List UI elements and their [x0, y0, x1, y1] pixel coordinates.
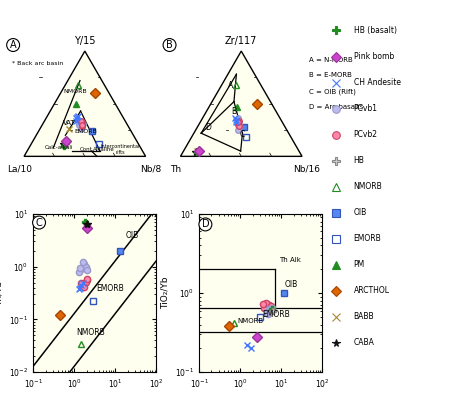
Text: PCvb1: PCvb1: [354, 104, 377, 113]
Text: La/10: La/10: [7, 165, 32, 174]
Text: HB: HB: [354, 156, 365, 165]
Text: Th: Th: [170, 165, 181, 174]
Text: Intercontinental
rifts: Intercontinental rifts: [100, 145, 140, 155]
Text: C = OIB (Rift): C = OIB (Rift): [310, 88, 356, 95]
Text: BABB: BABB: [354, 312, 374, 321]
Text: Y/15: Y/15: [74, 36, 96, 46]
Text: VAT: VAT: [63, 120, 75, 126]
Text: A: A: [228, 81, 234, 90]
Text: EMORB: EMORB: [263, 310, 290, 319]
X-axis label: Nb/Yb: Nb/Yb: [82, 395, 108, 396]
Text: D: D: [205, 123, 211, 132]
Text: Cont.: Cont.: [80, 147, 94, 152]
Text: B = E-MORB: B = E-MORB: [310, 72, 352, 78]
Text: B: B: [166, 40, 173, 50]
Text: EMORB: EMORB: [75, 129, 98, 134]
Text: A = N-MORB: A = N-MORB: [310, 57, 353, 63]
Text: A: A: [10, 40, 17, 50]
Polygon shape: [181, 51, 302, 156]
Text: Alkaline: Alkaline: [93, 147, 115, 152]
Text: CH Andesite: CH Andesite: [354, 78, 401, 87]
Text: ARCTHOL: ARCTHOL: [354, 286, 390, 295]
Text: NMORB: NMORB: [64, 89, 87, 94]
Text: NMORB: NMORB: [354, 182, 382, 191]
Text: OIB: OIB: [284, 280, 298, 289]
Y-axis label: TiO₂/Yb: TiO₂/Yb: [161, 277, 170, 309]
Text: Nb/8: Nb/8: [140, 165, 161, 174]
Text: B: B: [231, 107, 237, 116]
Y-axis label: Th/Yb: Th/Yb: [0, 280, 4, 306]
Text: NMORB: NMORB: [76, 328, 105, 337]
Text: OIB: OIB: [354, 208, 367, 217]
Text: D = Arc-basalts: D = Arc-basalts: [310, 104, 364, 110]
Text: HB (basalt): HB (basalt): [354, 26, 397, 35]
Text: C: C: [36, 217, 43, 228]
Polygon shape: [24, 51, 146, 156]
Text: PM: PM: [354, 260, 365, 269]
Text: Th Alk: Th Alk: [279, 257, 301, 263]
Text: Nb/16: Nb/16: [293, 165, 320, 174]
Text: PCvb2: PCvb2: [354, 130, 377, 139]
Text: C: C: [240, 130, 245, 139]
Text: Pink bomb: Pink bomb: [354, 52, 394, 61]
Text: EMORB: EMORB: [354, 234, 381, 243]
Text: * Back arc basin: * Back arc basin: [12, 61, 63, 66]
X-axis label: Nb/Yb: Nb/Yb: [247, 395, 274, 396]
Text: NMORB: NMORB: [237, 318, 264, 324]
Text: CABA: CABA: [354, 338, 374, 347]
Text: EMORB: EMORB: [97, 284, 124, 293]
Text: Calc-alkali: Calc-alkali: [45, 145, 73, 150]
Text: OIB: OIB: [126, 231, 139, 240]
Text: D: D: [201, 219, 209, 229]
Text: Zr/117: Zr/117: [225, 36, 257, 46]
